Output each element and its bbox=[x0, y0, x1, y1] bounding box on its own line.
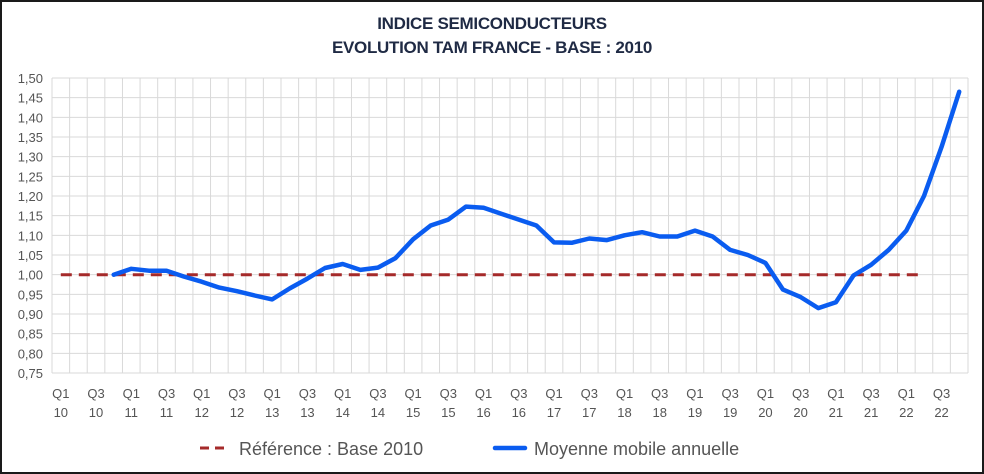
x-tick-label-quarter: Q3 bbox=[228, 386, 245, 401]
x-tick-label-quarter: Q1 bbox=[827, 386, 844, 401]
x-tick-label-quarter: Q1 bbox=[757, 386, 774, 401]
x-tick-label-quarter: Q3 bbox=[510, 386, 527, 401]
x-tick-label-year: 16 bbox=[512, 405, 526, 420]
x-tick-label-quarter: Q3 bbox=[87, 386, 104, 401]
y-tick-label: 0,95 bbox=[18, 287, 43, 302]
grid bbox=[51, 77, 969, 374]
x-tick-label-quarter: Q3 bbox=[440, 386, 457, 401]
x-tick-label-year: 18 bbox=[617, 405, 631, 420]
x-tick-label-year: 15 bbox=[406, 405, 420, 420]
x-tick-label-quarter: Q1 bbox=[123, 386, 140, 401]
x-tick-label-year: 21 bbox=[829, 405, 843, 420]
x-tick-label-quarter: Q3 bbox=[651, 386, 668, 401]
chart-subtitle: EVOLUTION TAM FRANCE - BASE : 2010 bbox=[331, 38, 653, 57]
x-tick-label-quarter: Q1 bbox=[616, 386, 633, 401]
x-tick-label-year: 20 bbox=[793, 405, 807, 420]
x-tick-label-year: 13 bbox=[265, 405, 279, 420]
y-tick-label: 1,25 bbox=[18, 169, 43, 184]
x-tick-label-quarter: Q3 bbox=[792, 386, 809, 401]
series-lines bbox=[60, 89, 962, 311]
x-tick-label-year: 19 bbox=[723, 405, 737, 420]
y-tick-label: 0,90 bbox=[18, 307, 43, 322]
x-tick-label-year: 20 bbox=[758, 405, 772, 420]
x-tick-label-quarter: Q3 bbox=[722, 386, 739, 401]
x-tick-label-year: 17 bbox=[547, 405, 561, 420]
x-tick-label-year: 10 bbox=[89, 405, 103, 420]
x-tick-label-quarter: Q1 bbox=[52, 386, 69, 401]
x-tick-label-quarter: Q1 bbox=[404, 386, 421, 401]
x-tick-label-year: 14 bbox=[335, 405, 349, 420]
x-tick-label-quarter: Q3 bbox=[862, 386, 879, 401]
y-tick-label: 1,15 bbox=[18, 209, 43, 224]
y-tick-label: 1,10 bbox=[18, 228, 43, 243]
x-tick-label-year: 22 bbox=[899, 405, 913, 420]
legend: Référence : Base 2010 Moyenne mobile ann… bbox=[200, 439, 739, 459]
y-tick-label: 0,85 bbox=[18, 327, 43, 342]
legend-moving-average-label: Moyenne mobile annuelle bbox=[534, 439, 739, 459]
y-tick-label: 0,75 bbox=[18, 366, 43, 381]
x-tick-label-quarter: Q3 bbox=[933, 386, 950, 401]
x-axis: Q1 10 Q3 10 Q1 11 Q3 11 Q1 12 Q3 12 Q1 13 Q3 13 Q1 14 Q3 14… bbox=[52, 386, 950, 420]
x-tick-label-year: 19 bbox=[688, 405, 702, 420]
x-tick-label-year: 13 bbox=[300, 405, 314, 420]
y-tick-label: 1,05 bbox=[18, 248, 43, 263]
y-axis: 1,50 1,45 1,40 1,35 1,30 1,25 1,20 1,15 1,10 1,05… bbox=[18, 71, 43, 381]
x-tick-label-year: 22 bbox=[934, 405, 948, 420]
x-tick-label-year: 12 bbox=[194, 405, 208, 420]
x-tick-label-quarter: Q3 bbox=[158, 386, 175, 401]
x-tick-label-quarter: Q1 bbox=[334, 386, 351, 401]
x-tick-label-year: 18 bbox=[652, 405, 666, 420]
x-tick-label-quarter: Q3 bbox=[581, 386, 598, 401]
legend-reference-label: Référence : Base 2010 bbox=[239, 439, 423, 459]
x-tick-label-quarter: Q3 bbox=[369, 386, 386, 401]
y-tick-label: 1,40 bbox=[18, 110, 43, 125]
x-tick-label-quarter: Q1 bbox=[686, 386, 703, 401]
y-tick-label: 0,80 bbox=[18, 346, 43, 361]
x-tick-label-year: 11 bbox=[125, 405, 139, 420]
x-tick-label-year: 14 bbox=[371, 405, 385, 420]
y-tick-label: 1,00 bbox=[18, 268, 43, 283]
x-tick-label-year: 17 bbox=[582, 405, 596, 420]
x-tick-label-quarter: Q1 bbox=[193, 386, 210, 401]
x-tick-label-quarter: Q3 bbox=[299, 386, 316, 401]
x-tick-label-year: 15 bbox=[441, 405, 455, 420]
chart-title: INDICE SEMICONDUCTEURS bbox=[377, 14, 607, 33]
y-tick-label: 1,30 bbox=[18, 150, 43, 165]
moving-average-series-line bbox=[111, 89, 962, 311]
x-tick-label-year: 16 bbox=[476, 405, 490, 420]
x-tick-label-quarter: Q1 bbox=[475, 386, 492, 401]
x-tick-label-year: 12 bbox=[230, 405, 244, 420]
x-tick-label-year: 11 bbox=[160, 405, 174, 420]
x-tick-label-quarter: Q1 bbox=[898, 386, 915, 401]
x-tick-label-quarter: Q1 bbox=[264, 386, 281, 401]
y-tick-label: 1,20 bbox=[18, 189, 43, 204]
y-tick-label: 1,35 bbox=[18, 130, 43, 145]
y-tick-label: 1,45 bbox=[18, 91, 43, 106]
y-tick-label: 1,50 bbox=[18, 71, 43, 86]
x-tick-label-year: 21 bbox=[864, 405, 878, 420]
x-tick-label-quarter: Q1 bbox=[545, 386, 562, 401]
x-tick-label-year: 10 bbox=[54, 405, 68, 420]
